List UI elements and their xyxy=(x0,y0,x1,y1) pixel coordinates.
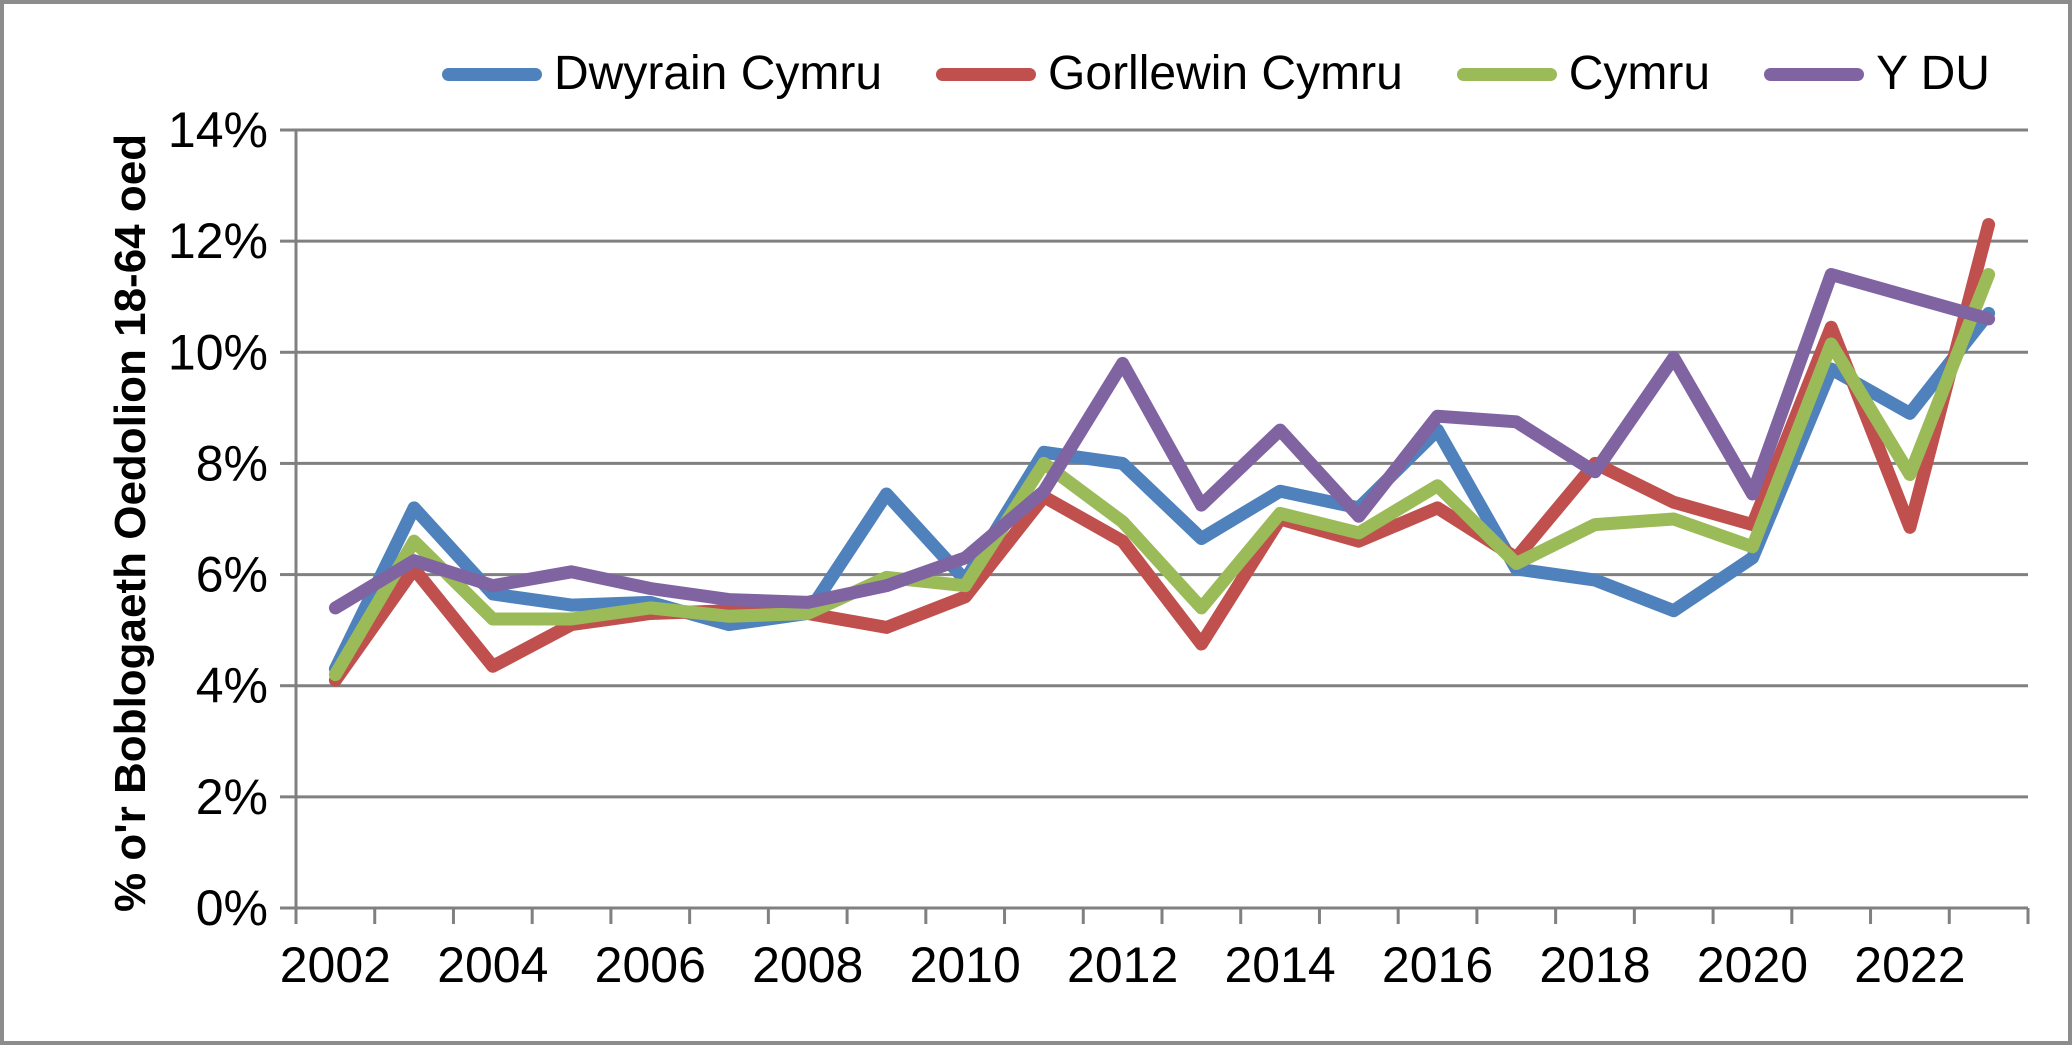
legend-swatch-cymru xyxy=(1456,67,1557,81)
x-tick-label: 2020 xyxy=(1697,937,1808,993)
y-tick-label: 10% xyxy=(168,324,268,380)
legend-item-y-du: Y DU xyxy=(1764,50,1990,98)
legend-swatch-dwyrain-cymru xyxy=(442,67,542,81)
x-tick-label: 2008 xyxy=(752,937,863,993)
x-tick-label: 2006 xyxy=(595,937,706,993)
x-tick-label: 2002 xyxy=(280,937,391,993)
legend-label: Cymru xyxy=(1568,47,1711,100)
y-tick-label: 0% xyxy=(196,880,268,936)
series-line-dwyrain-cymru xyxy=(328,306,1996,676)
legend: Dwyrain Cymru Gorllewin Cymru Cymru Y DU xyxy=(442,50,1990,98)
y-tick-label: 14% xyxy=(168,102,268,158)
legend-swatch-gorllewin-cymru xyxy=(936,67,1037,81)
x-tick-label: 2022 xyxy=(1854,937,1965,993)
legend-label: Dwyrain Cymru xyxy=(554,47,883,100)
line-chart: 0% 2% 4% 6% 8% 10% 12% 14% 2002 2004 2006 2008 2010 2… xyxy=(168,102,2030,993)
y-tick-label: 12% xyxy=(168,213,268,269)
series-line-y-du xyxy=(328,268,1996,615)
x-tick-label: 2004 xyxy=(437,937,548,993)
series-line-cymru xyxy=(328,268,1996,682)
x-tick-label: 2012 xyxy=(1067,937,1178,993)
legend-item-cymru: Cymru xyxy=(1456,47,1711,100)
legend-label: Gorllewin Cymru xyxy=(1048,47,1403,100)
x-tick-label: 2016 xyxy=(1382,937,1493,993)
x-tick-label: 2014 xyxy=(1224,937,1335,993)
x-tick-label: 2010 xyxy=(910,937,1021,993)
y-tick-label: 6% xyxy=(196,547,268,603)
y-tick-label: 2% xyxy=(196,769,268,825)
legend-item-dwyrain-cymru: Dwyrain Cymru xyxy=(442,50,882,98)
y-tick-label: 4% xyxy=(196,658,268,714)
legend-item-gorllewin-cymru: Gorllewin Cymru xyxy=(936,50,1403,98)
y-tick-label: 8% xyxy=(196,435,268,491)
x-tick-label: 2018 xyxy=(1539,937,1650,993)
legend-label: Y DU xyxy=(1876,47,1990,100)
legend-swatch-y-du xyxy=(1764,67,1865,81)
